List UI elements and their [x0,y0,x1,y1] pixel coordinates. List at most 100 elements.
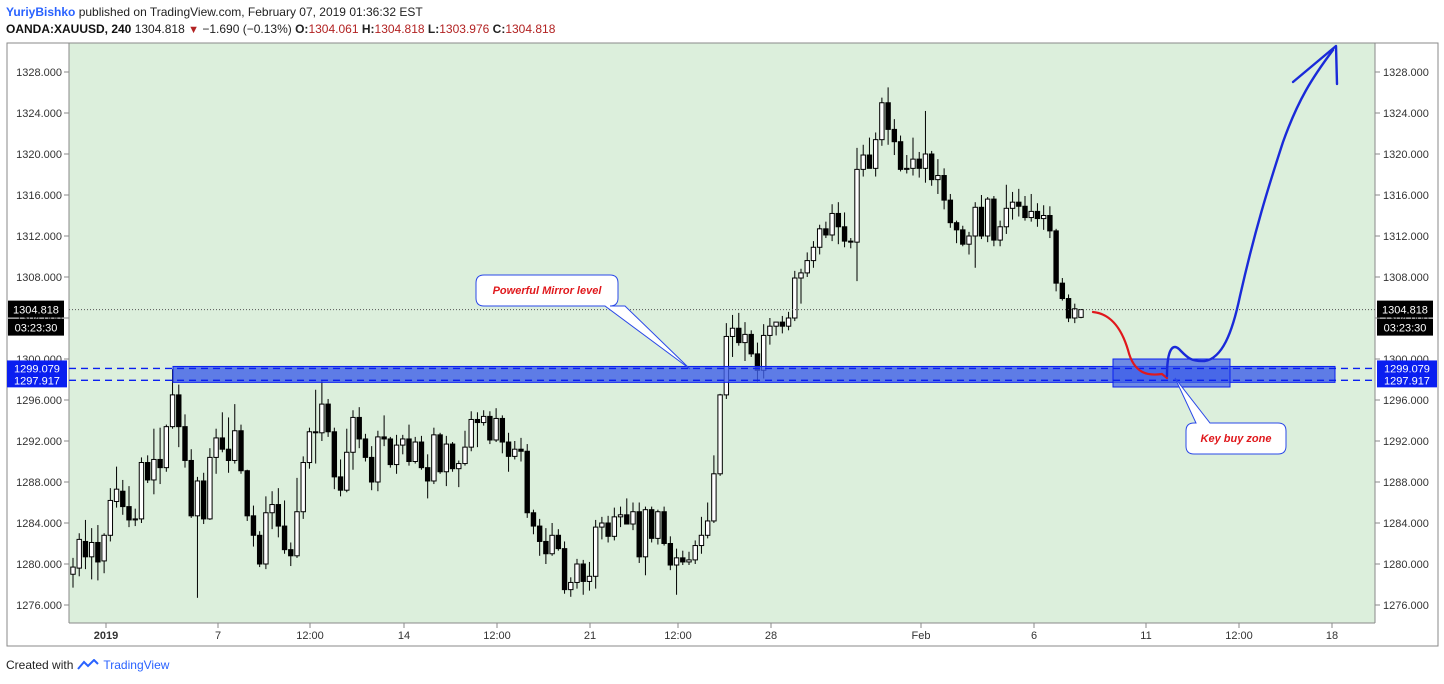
candle-body [947,199,954,224]
candle-bullish [462,430,468,466]
candle-body [468,418,474,448]
candle-bearish [960,225,966,247]
candle-bearish [1059,278,1066,301]
key-buy-zone-callout-text: Key buy zone [1201,433,1272,445]
candle-body [213,437,219,458]
zone-lower-label-right-bg [1377,372,1437,388]
tradingview-brand-link[interactable]: TradingView [103,658,170,672]
candle-bullish [767,318,773,345]
candle-bearish [82,519,89,570]
candle-bullish [480,410,487,426]
low-label: L: [427,22,440,36]
y-tick-label-right: 1288.000 [1383,477,1429,489]
candle-body [232,430,238,461]
candle-bullish [904,155,910,174]
candle-body [431,434,437,482]
footer: Created with TradingView [6,658,169,672]
candle-body [835,212,842,228]
candle-body [617,514,624,518]
candle-bullish [294,477,300,558]
candle-bullish [213,428,219,474]
candlestick-series [70,87,1084,598]
y-tick-label-left: 1276.000 [16,600,62,612]
key-buy-zone-callout[interactable] [1174,377,1287,455]
open-value: 1304.061 [308,22,359,36]
candle-body [356,416,362,440]
candle-bullish [729,314,736,357]
candle-body [275,504,282,527]
candle-bullish [456,460,462,488]
candle-bullish [935,159,941,194]
y-tick-label-right: 1308.000 [1383,272,1429,284]
candle-bullish [673,548,680,595]
candle-bearish [636,502,642,563]
candle-body [424,467,431,482]
candle-body [978,206,985,237]
candle-bearish [250,505,257,547]
candle-body [288,549,294,557]
candle-body [88,541,95,558]
current-price-label-left-bg [8,300,64,318]
candle-bearish [835,202,842,245]
candle-body [269,504,275,514]
published-text: published on TradingView.com, February 0… [78,5,423,19]
candle-body [362,438,369,458]
candle-bullish [431,427,437,485]
candle-bullish [630,502,636,531]
y-tick-label-left: 1316.000 [16,190,62,202]
candle-body [922,153,929,169]
candle-bullish [375,430,381,492]
last-price: 1304.818 [134,22,185,36]
candle-body [574,563,580,583]
candle-bearish [648,506,655,543]
candle-body [70,566,76,575]
chart-header: YuriyBishko published on TradingView.com… [6,4,555,39]
candle-bearish [1034,203,1041,227]
candle-body [512,448,518,457]
mirror-level-zone[interactable] [172,365,1336,383]
candle-body [480,415,487,424]
candle-body [543,540,549,555]
price-labels: 1304.81803:23:301304.81803:23:301299.079… [7,300,1437,388]
candle-bearish [188,449,194,518]
candle-bearish [736,312,742,346]
candle-body [101,534,107,562]
candle-body [941,175,947,201]
candle-body [841,226,848,242]
zone-lower-label-left-bg [7,372,67,388]
candle-body [661,511,667,545]
candle-body [798,272,804,279]
candle-bearish [848,238,854,249]
candle-bullish [1003,184,1010,234]
candle-bullish [138,457,145,523]
candle-body [76,538,82,569]
candle-bearish [605,515,611,543]
candle-bearish [275,488,282,538]
y-tick-label-left: 1312.000 [16,231,62,243]
candle-body [580,563,586,582]
candle-body [648,509,655,539]
candle-bullish [493,408,499,443]
key-buy-zone-box[interactable] [1112,358,1231,388]
y-tick-label-right: 1316.000 [1383,190,1429,202]
candle-body [368,456,375,483]
candle-bullish [1009,191,1016,220]
x-tick-label: 21 [584,630,596,642]
high-value: 1304.818 [374,22,425,36]
author-link[interactable]: YuriyBishko [6,5,76,19]
candle-body [630,511,636,525]
mirror-level-callout[interactable] [475,274,691,370]
candle-body [611,516,618,537]
candle-bearish [1047,206,1053,239]
mirror-level-callout-text: Powerful Mirror level [493,285,603,297]
candle-bullish [599,516,605,540]
candle-bullish [232,404,238,464]
candle-bearish [891,119,898,156]
candle-bearish [362,433,369,462]
candle-body [499,417,506,443]
candle-body [524,450,530,514]
x-tick-label: 2019 [94,630,118,642]
candle-bullish [468,411,474,452]
candle-body [219,437,226,450]
